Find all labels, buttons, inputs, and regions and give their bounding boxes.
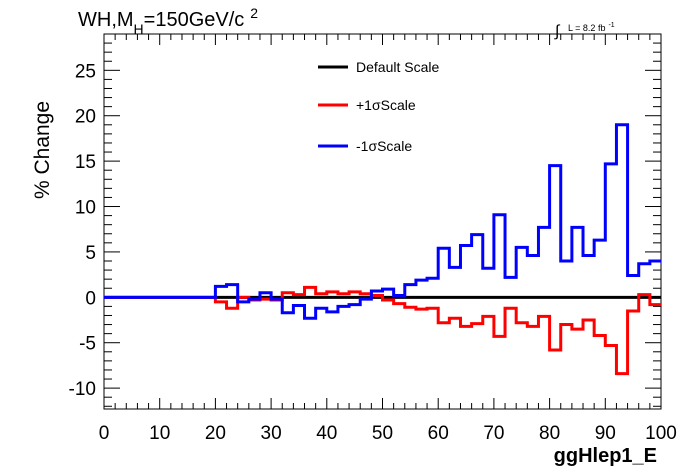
- y-tick-label: 20: [75, 107, 96, 128]
- lumi-text: L = 8.2 fb -1: [568, 22, 615, 33]
- legend-label-plus: +1σScale: [356, 97, 416, 113]
- x-tick-label: 30: [261, 423, 282, 444]
- series-layer: [104, 123, 661, 376]
- y-tick-label: 25: [75, 61, 96, 82]
- chart-title: WH,MH=150GeV/c 2: [78, 5, 258, 37]
- x-tick-label: 20: [205, 423, 226, 444]
- legend-label-default: Default Scale: [356, 59, 439, 75]
- legend-label-minus: -1σScale: [356, 138, 412, 154]
- y-tick-label: 0: [85, 288, 96, 309]
- y-tick-label: -5: [79, 334, 96, 355]
- y-axis-label: % Change: [31, 101, 54, 199]
- x-tick-label: 10: [149, 423, 170, 444]
- lumi-label: ∫ L = 8.2 fb -1: [554, 22, 615, 40]
- x-axis-label: ggHlep1_E: [554, 445, 657, 467]
- x-tick-label: 70: [483, 423, 504, 444]
- x-tick-label: 60: [428, 423, 449, 444]
- x-axis: 0 10 20 30 40 50 60 70 80 90 100: [99, 34, 677, 444]
- legend: Default Scale +1σScale -1σScale: [318, 59, 439, 154]
- x-tick-label: 80: [539, 423, 560, 444]
- y-tick-label: 15: [75, 152, 96, 173]
- x-tick-label: 100: [645, 423, 677, 444]
- x-tick-label: 40: [316, 423, 337, 444]
- x-tick-label: 50: [372, 423, 393, 444]
- series-plus-1sigma: [104, 285, 661, 376]
- y-tick-label: 5: [85, 243, 96, 264]
- integral-sign: ∫: [554, 23, 561, 40]
- y-axis: -10 -5 0 5 10 15 20 25: [69, 33, 661, 407]
- x-tick-label: 0: [99, 423, 110, 444]
- x-tick-label: 90: [595, 423, 616, 444]
- plot-frame: [103, 33, 662, 410]
- y-tick-label: 10: [75, 198, 96, 219]
- series-minus-1sigma: [104, 123, 661, 320]
- y-tick-label: -10: [69, 379, 96, 400]
